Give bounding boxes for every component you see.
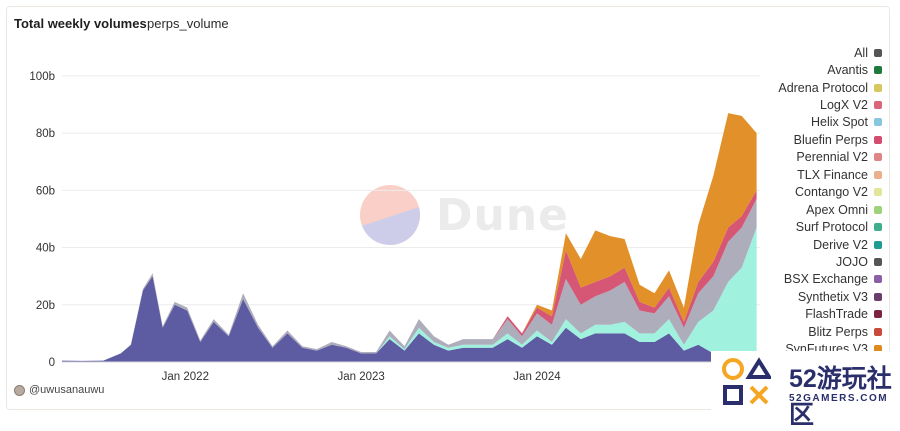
series-area: [62, 227, 757, 361]
series-area: [62, 198, 757, 361]
legend-label: Perennial V2: [796, 150, 868, 165]
legend-item[interactable]: TLX Finance: [740, 166, 882, 183]
legend-item[interactable]: Blitz Perps: [740, 323, 882, 340]
site-name: 52游玩社区: [789, 365, 892, 429]
legend-swatch: [874, 188, 882, 197]
gamers-logo-icon: [722, 357, 771, 405]
legend-item[interactable]: All: [740, 44, 882, 61]
legend-swatch: [874, 223, 882, 232]
legend-item[interactable]: Synthetix V3: [740, 288, 882, 305]
legend-label: Apex Omni: [806, 202, 868, 217]
legend-label: Bluefin Perps: [793, 132, 868, 147]
author-avatar: [14, 384, 25, 396]
legend-item[interactable]: Avantis: [740, 61, 882, 78]
legend-item[interactable]: Surf Protocol: [740, 218, 882, 235]
legend-item[interactable]: Apex Omni: [740, 201, 882, 218]
legend-label: Synthetix V3: [797, 289, 868, 304]
legend-item[interactable]: JOJO: [740, 253, 882, 270]
legend-swatch: [874, 345, 882, 354]
legend-item[interactable]: Helix Spot: [740, 114, 882, 131]
legend-swatch: [874, 48, 882, 57]
legend-item[interactable]: Perennial V2: [740, 149, 882, 166]
x-tick-label: Jan 2024: [513, 371, 561, 383]
legend-swatch: [874, 310, 882, 319]
legend-label: FlashTrade: [805, 307, 868, 322]
legend-label: Helix Spot: [811, 115, 868, 130]
legend-item[interactable]: LogX V2: [740, 96, 882, 113]
series-area: [62, 276, 757, 362]
legend-swatch: [874, 135, 882, 144]
legend-swatch: [874, 153, 882, 162]
legend-swatch: [874, 275, 882, 284]
y-tick-label: 20b: [36, 300, 55, 312]
legend-label: All: [854, 45, 868, 60]
legend-swatch: [874, 66, 882, 75]
legend-item[interactable]: FlashTrade: [740, 306, 882, 323]
legend-item[interactable]: Bluefin Perps: [740, 131, 882, 148]
dune-watermark: Dune: [360, 185, 569, 245]
legend-label: Blitz Perps: [808, 324, 868, 339]
legend-swatch: [874, 83, 882, 92]
author-handle: @uwusanauwu: [29, 384, 105, 396]
y-tick-label: 60b: [36, 185, 55, 197]
legend-label: Adrena Protocol: [778, 80, 868, 95]
site-watermark: 52游玩社区 52GAMERS.COM: [711, 351, 900, 429]
legend-label: TLX Finance: [797, 167, 868, 182]
legend-label: BSX Exchange: [783, 272, 868, 287]
legend-item[interactable]: Contango V2: [740, 184, 882, 201]
legend-swatch: [874, 170, 882, 179]
legend-swatch: [874, 205, 882, 214]
legend: All Avantis Adrena Protocol LogX V2 Helix Sp…: [740, 44, 882, 358]
legend-label: LogX V2: [820, 98, 868, 113]
legend-item[interactable]: Derive V2: [740, 236, 882, 253]
legend-label: Surf Protocol: [795, 220, 868, 235]
chart-title: Total weekly volumes: [14, 16, 147, 31]
site-domain: 52GAMERS.COM: [789, 393, 889, 404]
legend-swatch: [874, 101, 882, 110]
stacked-area-chart: 0 20b 40b 60b 80b 100b Jan 2022 Jan 2023 Jan 202…: [29, 71, 760, 383]
legend-swatch: [874, 292, 882, 301]
y-tick-label: 80b: [36, 128, 55, 140]
y-tick-label: 40b: [36, 243, 55, 255]
legend-item[interactable]: BSX Exchange: [740, 271, 882, 288]
author-credit[interactable]: @uwusanauwu: [14, 384, 104, 396]
legend-swatch: [874, 257, 882, 266]
legend-swatch: [874, 327, 882, 336]
y-tick-label: 0: [49, 357, 55, 369]
x-tick-label: Jan 2022: [162, 371, 209, 383]
legend-swatch: [874, 118, 882, 127]
y-tick-label: 100b: [29, 71, 55, 83]
dune-logo-icon: [360, 185, 420, 245]
dune-wordmark: Dune: [436, 189, 570, 241]
series-area: [62, 190, 757, 361]
legend-label: Contango V2: [795, 185, 868, 200]
query-name: perps_volume: [147, 16, 229, 31]
legend-label: Derive V2: [813, 237, 868, 252]
legend-label: Avantis: [827, 63, 868, 78]
legend-swatch: [874, 240, 882, 249]
legend-label: JOJO: [836, 254, 868, 269]
legend-item[interactable]: Adrena Protocol: [740, 79, 882, 96]
x-tick-label: Jan 2023: [337, 371, 384, 383]
